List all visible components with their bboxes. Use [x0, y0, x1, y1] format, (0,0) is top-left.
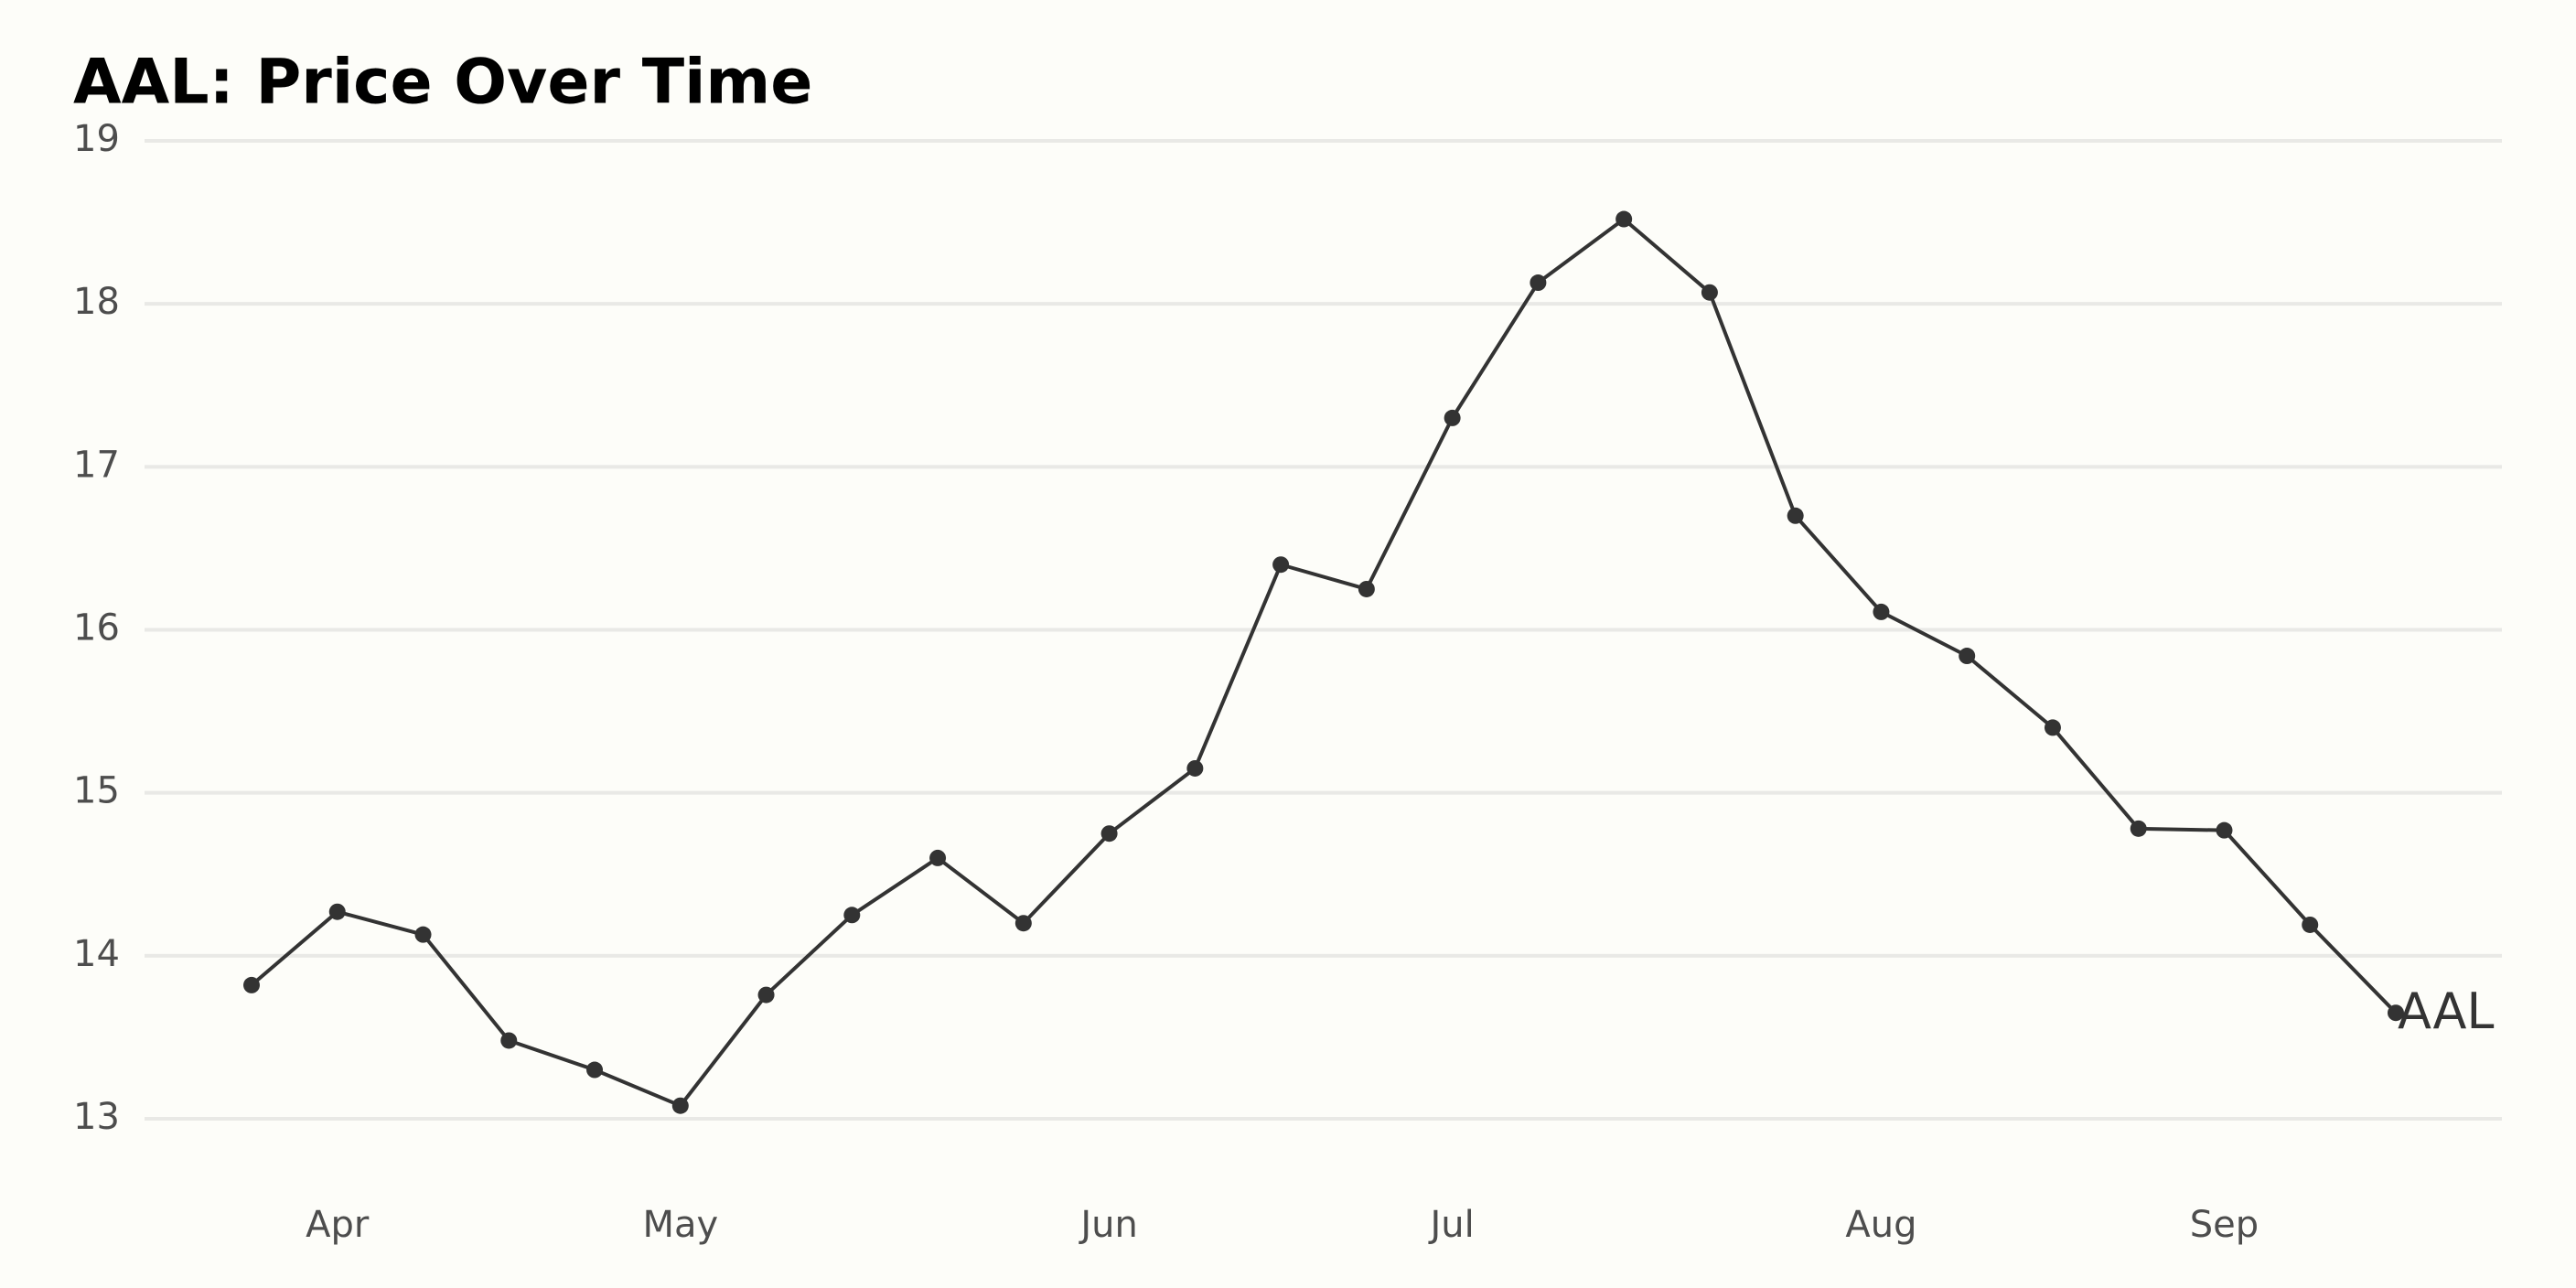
point	[1530, 274, 1547, 292]
point	[929, 849, 947, 866]
point	[757, 986, 775, 1004]
line	[250, 216, 2398, 1109]
x-tick-label: Sep	[2190, 1204, 2259, 1246]
series-label: AAL	[2398, 982, 2494, 1040]
point	[1100, 825, 1118, 843]
x-tick-label: Aug	[1845, 1204, 1916, 1246]
point	[1014, 915, 1032, 932]
y-tick-label: 18	[73, 281, 120, 323]
y-tick-label: 16	[73, 607, 120, 649]
point	[1444, 409, 1461, 426]
point	[1959, 648, 1976, 665]
point	[586, 1061, 604, 1079]
y-tick-label: 13	[73, 1096, 120, 1138]
x-tick-label: May	[642, 1204, 718, 1246]
point	[1873, 603, 1890, 620]
point	[1358, 580, 1375, 597]
y-tick-label: 14	[73, 933, 120, 975]
point	[843, 907, 861, 924]
point	[328, 903, 346, 920]
x-tick-label: Apr	[306, 1204, 370, 1246]
point	[671, 1097, 689, 1114]
y-tick-label: 19	[73, 118, 120, 160]
point	[414, 926, 432, 943]
y-tick-label: 15	[73, 770, 120, 812]
point	[1186, 759, 1204, 777]
chart-title: AAL: Price Over Time	[73, 47, 812, 119]
point	[1701, 284, 1718, 301]
point	[2130, 820, 2147, 837]
point	[2302, 916, 2319, 933]
point	[243, 976, 260, 993]
point	[2216, 821, 2233, 839]
point	[1787, 507, 1804, 524]
point	[1615, 210, 1633, 228]
point	[2388, 1004, 2404, 1022]
point	[500, 1032, 518, 1049]
y-tick-label: 17	[73, 444, 120, 486]
x-tick-label: Jun	[1078, 1204, 1138, 1246]
point	[1272, 556, 1290, 574]
x-tick-label: Jul	[1428, 1204, 1475, 1246]
point	[2044, 719, 2061, 736]
